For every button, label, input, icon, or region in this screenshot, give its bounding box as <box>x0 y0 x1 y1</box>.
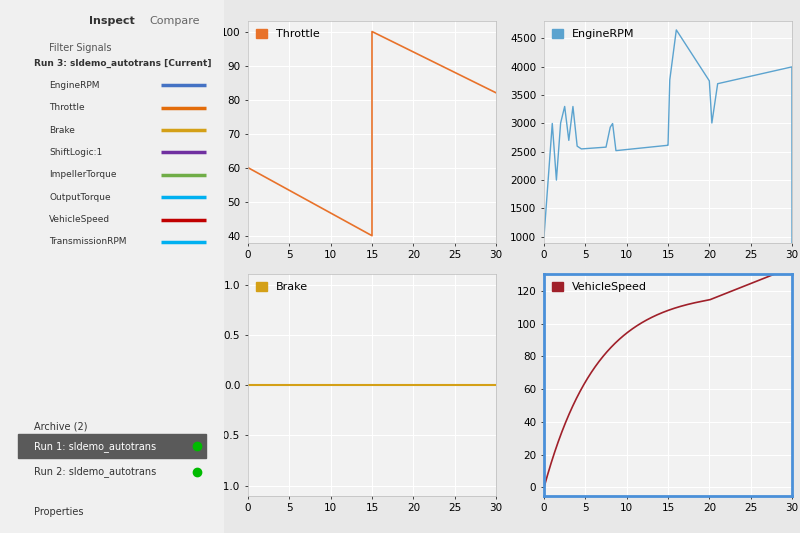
Text: OutputTorque: OutputTorque <box>50 193 111 201</box>
Text: Throttle: Throttle <box>50 103 85 112</box>
Legend: Throttle: Throttle <box>254 27 322 42</box>
Legend: EngineRPM: EngineRPM <box>550 27 637 42</box>
Text: ShiftLogic:1: ShiftLogic:1 <box>50 148 102 157</box>
Text: Filter Signals: Filter Signals <box>50 43 112 53</box>
Text: Run 2: sldemo_autotrans: Run 2: sldemo_autotrans <box>34 466 156 477</box>
Text: Compare: Compare <box>150 16 200 26</box>
Text: EngineRPM: EngineRPM <box>50 81 100 90</box>
Bar <box>18 434 206 458</box>
Text: Archive (2): Archive (2) <box>34 421 87 431</box>
Text: Run 3: sldemo_autotrans [Current]: Run 3: sldemo_autotrans [Current] <box>34 59 211 68</box>
Legend: Brake: Brake <box>254 280 310 295</box>
Legend: VehicleSpeed: VehicleSpeed <box>550 280 649 295</box>
Text: VehicleSpeed: VehicleSpeed <box>50 215 110 224</box>
Text: ImpellerTorque: ImpellerTorque <box>50 171 117 179</box>
Text: Run 1: sldemo_autotrans: Run 1: sldemo_autotrans <box>34 441 156 451</box>
Text: TransmissionRPM: TransmissionRPM <box>50 238 126 246</box>
Text: Brake: Brake <box>50 126 75 134</box>
Text: Inspect: Inspect <box>89 16 135 26</box>
Text: Properties: Properties <box>34 507 83 517</box>
